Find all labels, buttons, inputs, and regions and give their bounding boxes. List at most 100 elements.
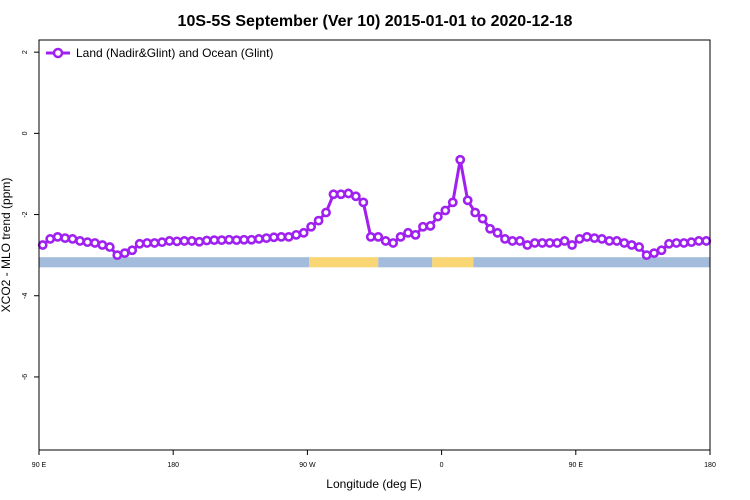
- data-point: [619, 238, 630, 248]
- data-point: [410, 229, 421, 240]
- data-point: [231, 235, 242, 246]
- data-point: [440, 205, 451, 216]
- data-point: [559, 236, 570, 246]
- data-point: [649, 248, 659, 259]
- data-point: [641, 250, 652, 261]
- data-point: [186, 236, 197, 246]
- data-point: [432, 211, 443, 222]
- data-point: [313, 215, 324, 226]
- plot-frame: [38, 39, 711, 451]
- y-axis: 2 0 -2 -4 -6: [22, 50, 39, 380]
- data-point: [567, 240, 577, 250]
- data-point: [45, 234, 56, 244]
- ocean-band-segment-0: [39, 257, 310, 268]
- data-point: [447, 197, 458, 208]
- y-tick-label: -4: [22, 293, 29, 299]
- y-tick-label: -6: [22, 374, 29, 380]
- data-point: [365, 231, 376, 242]
- data-point: [209, 235, 220, 246]
- data-point: [291, 229, 302, 240]
- data-point: [350, 191, 361, 202]
- data-point: [298, 227, 309, 238]
- data-point: [582, 231, 592, 242]
- data-point: [246, 234, 257, 245]
- data-point: [142, 238, 153, 248]
- data-point: [149, 238, 160, 248]
- data-point: [418, 221, 428, 232]
- data-point: [52, 231, 63, 242]
- data-point: [201, 235, 212, 246]
- legend-label: Land (Nadir&Glint) and Ocean (Glint): [76, 46, 273, 60]
- x-axis: 90 E 180 90 W 0 90 E 180: [32, 450, 716, 469]
- legend: Land (Nadir&Glint) and Ocean (Glint): [46, 46, 273, 60]
- data-point: [701, 236, 712, 246]
- data-point: [380, 236, 391, 246]
- data-point: [261, 233, 272, 243]
- data-point: [634, 242, 645, 252]
- data-point: [500, 234, 510, 244]
- data-point: [119, 248, 130, 259]
- data-point: [656, 245, 667, 256]
- data-point: [492, 227, 503, 238]
- data-point: [470, 207, 481, 218]
- data-point: [522, 240, 533, 250]
- data-point: [596, 234, 607, 244]
- data-point: [693, 236, 704, 246]
- data-point: [529, 238, 540, 248]
- data-point: [336, 189, 346, 200]
- series-group: [37, 154, 712, 261]
- data-point: [67, 234, 78, 244]
- x-tick-label: 90 W: [299, 462, 316, 469]
- x-tick-label: 180: [704, 462, 716, 469]
- data-point: [544, 238, 555, 248]
- data-point: [216, 235, 227, 246]
- chart-title: 10S-5S September (Ver 10) 2015-01-01 to …: [178, 13, 573, 30]
- y-axis-label: XCO2 - MLO trend (ppm): [0, 178, 13, 313]
- data-point: [589, 233, 600, 243]
- land-band-segment-3: [432, 257, 474, 268]
- data-point: [477, 213, 488, 224]
- data-point: [254, 234, 264, 244]
- data-point: [395, 231, 406, 242]
- x-axis-label: Longitude (deg E): [326, 477, 421, 491]
- ocean-band-segment-4: [473, 257, 710, 268]
- data-point: [60, 233, 70, 243]
- y-tick-label: -2: [22, 211, 29, 217]
- data-point: [283, 231, 294, 242]
- x-tick-label: 180: [167, 462, 179, 469]
- data-point: [157, 237, 167, 248]
- data-point: [611, 236, 622, 246]
- data-point: [626, 240, 637, 250]
- data-point: [112, 250, 123, 261]
- data-point: [679, 238, 689, 248]
- data-point: [75, 236, 85, 246]
- data-point: [90, 238, 100, 248]
- data-point: [134, 238, 145, 249]
- land-band-segment-1: [309, 257, 379, 268]
- ocean-band-segment-2: [378, 257, 433, 268]
- data-point: [604, 236, 615, 246]
- data-point: [127, 245, 138, 256]
- data-point: [328, 189, 339, 200]
- x-tick-label: 90 E: [32, 462, 47, 469]
- data-point: [403, 227, 413, 238]
- data-point: [671, 238, 682, 248]
- data-point: [172, 236, 182, 247]
- x-tick-label: 0: [440, 462, 444, 469]
- data-point: [514, 236, 525, 246]
- data-point: [462, 195, 473, 206]
- y-tick-label: 2: [22, 50, 29, 54]
- data-point: [388, 238, 399, 248]
- data-point: [239, 234, 249, 245]
- data-point: [224, 234, 235, 245]
- data-point: [425, 221, 436, 231]
- data-point: [179, 236, 190, 246]
- data-point: [343, 188, 354, 199]
- data-point: [306, 221, 317, 232]
- data-point: [194, 236, 205, 247]
- legend-swatch-marker: [52, 47, 64, 59]
- background-band: [39, 257, 710, 268]
- data-point: [37, 240, 48, 250]
- data-point: [82, 237, 93, 248]
